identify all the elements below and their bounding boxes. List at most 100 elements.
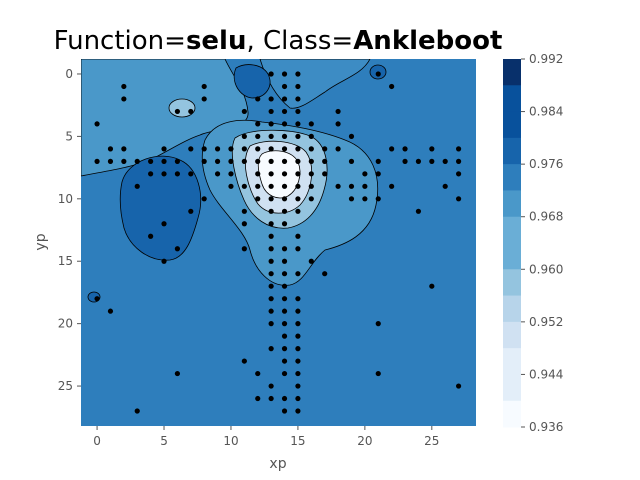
- x-tick-label: 10: [223, 434, 238, 448]
- data-point: [121, 158, 127, 164]
- data-point: [268, 171, 274, 177]
- data-point: [174, 171, 181, 177]
- data-point: [281, 258, 288, 264]
- x-tick-label: 25: [424, 434, 439, 448]
- y-tick-label: 10: [58, 192, 73, 206]
- data-point: [295, 296, 301, 302]
- data-point: [348, 196, 355, 202]
- data-point: [295, 96, 301, 102]
- data-point: [295, 108, 301, 115]
- data-points: [94, 71, 462, 414]
- data-point: [295, 183, 301, 189]
- colorbar-ticks: 0.992 0.984 0.976 0.968 0.960 0.952 0.944 0.936: [521, 52, 563, 434]
- data-point: [281, 333, 288, 339]
- data-point: [295, 208, 301, 214]
- data-point: [161, 258, 167, 264]
- data-point: [255, 171, 261, 177]
- data-point: [268, 346, 274, 352]
- x-tick-label: 15: [290, 434, 305, 448]
- data-point: [281, 208, 288, 214]
- data-point: [402, 158, 408, 164]
- data-point: [348, 133, 355, 139]
- data-point: [201, 196, 207, 202]
- y-axis-label: yp: [33, 233, 49, 250]
- data-point: [228, 183, 234, 189]
- data-point: [281, 283, 288, 289]
- data-point: [174, 246, 181, 252]
- data-point: [161, 221, 167, 227]
- data-point: [335, 108, 341, 115]
- data-point: [281, 158, 288, 164]
- colorbar-band: [503, 137, 521, 165]
- data-point: [188, 171, 194, 177]
- data-point: [255, 146, 261, 152]
- title-prefix: Function=: [54, 26, 186, 56]
- data-point: [161, 171, 167, 177]
- data-point: [201, 83, 207, 90]
- data-point: [268, 96, 274, 102]
- data-point: [268, 395, 274, 402]
- data-point: [268, 158, 274, 164]
- data-point: [281, 395, 288, 402]
- data-point: [161, 146, 167, 152]
- data-point: [281, 71, 288, 77]
- data-point: [241, 158, 247, 164]
- data-point: [281, 108, 288, 115]
- contour-left-dark-region: [119, 155, 202, 261]
- data-point: [201, 96, 207, 102]
- data-point: [362, 196, 368, 202]
- colorbar-tick-label: 0.960: [529, 262, 563, 276]
- data-point: [281, 83, 288, 90]
- chart-title: Function=selu, Class=Ankleboot: [54, 26, 503, 56]
- colorbar-band: [503, 85, 521, 113]
- data-point: [308, 133, 314, 139]
- data-point: [214, 158, 221, 164]
- data-point: [121, 83, 127, 90]
- data-point: [375, 158, 381, 164]
- data-point: [455, 383, 462, 389]
- data-point: [308, 158, 314, 164]
- colorbar: [503, 59, 521, 428]
- data-point: [295, 133, 301, 139]
- data-point: [268, 233, 274, 239]
- data-point: [348, 183, 355, 189]
- data-point: [281, 146, 288, 152]
- data-point: [295, 246, 301, 252]
- data-point: [134, 183, 140, 189]
- colorbar-band: [503, 164, 521, 191]
- colorbar-band: [503, 400, 521, 428]
- data-point: [389, 146, 395, 152]
- data-point: [295, 83, 301, 90]
- data-point: [281, 296, 288, 302]
- title-function: selu: [186, 26, 247, 56]
- data-point: [268, 283, 274, 289]
- data-point: [148, 233, 154, 239]
- colorbar-band: [503, 348, 521, 375]
- colorbar-tick-label: 0.944: [529, 367, 563, 381]
- colorbar-tick-label: 0.992: [529, 52, 563, 66]
- data-point: [322, 171, 328, 177]
- data-point: [281, 358, 288, 364]
- data-point: [241, 133, 247, 139]
- colorbar-band: [503, 269, 521, 297]
- data-point: [295, 321, 301, 327]
- data-point: [335, 121, 341, 127]
- data-point: [148, 171, 154, 177]
- data-point: [241, 183, 247, 189]
- data-point: [295, 358, 301, 364]
- data-point: [268, 308, 274, 314]
- data-point: [228, 146, 234, 152]
- data-point: [174, 108, 181, 115]
- y-tick-label: 15: [58, 254, 73, 268]
- data-point: [308, 183, 314, 189]
- data-point: [295, 395, 301, 402]
- data-point: [121, 146, 127, 152]
- data-point: [268, 146, 274, 152]
- data-point: [308, 258, 314, 264]
- data-point: [161, 158, 167, 164]
- data-point: [295, 370, 301, 377]
- x-axis: 0 5 10 15 20 25: [93, 426, 439, 448]
- data-point: [281, 308, 288, 314]
- y-tick-label: 5: [65, 129, 73, 143]
